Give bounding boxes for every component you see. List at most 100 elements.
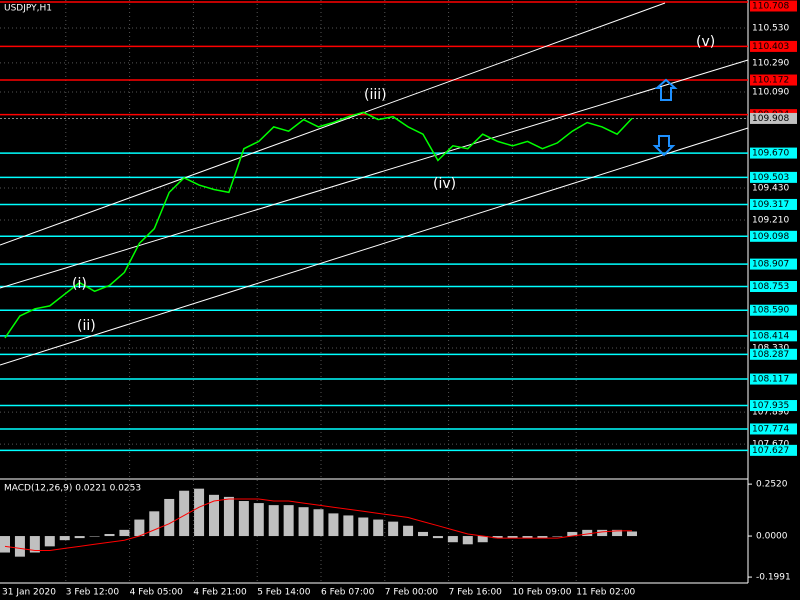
macd-bar: [14, 536, 25, 557]
level-label-box: [750, 348, 797, 360]
macd-bar: [134, 519, 145, 537]
price-line: [4, 111, 633, 339]
macd-bar: [119, 529, 130, 537]
level-label-box: [750, 400, 797, 412]
y-tick-label: 107.670: [752, 440, 789, 450]
x-tick-label: 3 Feb 12:00: [66, 588, 120, 598]
x-tick-label: 4 Feb 21:00: [193, 588, 247, 598]
level-label: 109.098: [752, 232, 789, 242]
level-label-box: [750, 281, 797, 293]
level-label-box: [750, 330, 797, 342]
macd-bar: [627, 531, 637, 537]
macd-bar: [388, 521, 399, 537]
macd-bar: [597, 529, 608, 537]
y-tick-label: 108.330: [752, 344, 789, 354]
levels: [0, 1, 748, 452]
macd-bar: [582, 529, 593, 537]
level-label: 110.172: [752, 76, 789, 86]
x-tick-label: 10 Feb 09:00: [512, 588, 571, 598]
macd-bar: [537, 536, 548, 539]
macd-bar: [343, 515, 354, 537]
wave-label: (iii): [364, 87, 387, 103]
macd-bar: [492, 536, 503, 539]
level-label: 110.708: [752, 2, 789, 12]
macd-bar: [462, 536, 473, 545]
level-label-box: [750, 147, 797, 159]
signal-line: [4, 498, 633, 551]
macd-bar: [253, 503, 264, 537]
level-label-box: [750, 230, 797, 242]
macd-bar: [432, 536, 443, 539]
macd-title: MACD(12,26,9) 0.0221 0.0253: [4, 484, 141, 494]
grid: [0, 0, 752, 583]
macd-bar: [74, 536, 85, 539]
macd-bar: [29, 536, 40, 553]
macd-bar: [507, 536, 518, 539]
level-label-box: [750, 198, 797, 210]
macd-bar: [223, 496, 234, 537]
level-label: 109.670: [752, 149, 789, 159]
level-label-box: [750, 74, 797, 86]
y-tick-label: 110.290: [752, 58, 789, 68]
macd-bar: [44, 536, 55, 547]
macd-bar: [403, 525, 414, 537]
macd-bar: [612, 529, 623, 537]
macd-bar: [313, 509, 324, 537]
x-tick-label: 31 Jan 2020: [2, 588, 56, 598]
macd-bar: [283, 505, 294, 537]
wave-label: (iv): [433, 176, 456, 192]
y-tick-label: 109.430: [752, 183, 789, 193]
y-tick-label: -0.1991: [756, 573, 791, 583]
marks: [0, 111, 637, 557]
macd-bar: [298, 507, 309, 537]
x-tick-label: 5 Feb 14:00: [257, 588, 311, 598]
level-label-box: [750, 373, 797, 385]
level-label: 108.414: [752, 331, 789, 341]
level-label: 107.774: [752, 424, 789, 434]
channel-line: [0, 2, 666, 246]
arrow-down: [652, 135, 676, 157]
y-tick-label: 0.0000: [756, 532, 788, 542]
channel-line: [0, 59, 749, 289]
arrow-up: [654, 78, 678, 101]
macd-bar: [447, 536, 458, 543]
macd-bar: [194, 488, 205, 537]
macd-bar: [164, 498, 175, 537]
macd-bar: [209, 494, 219, 537]
level-label: 108.907: [752, 260, 789, 270]
macd-bar: [552, 536, 563, 537]
y-tick-label: 107.890: [752, 408, 789, 418]
level-label-box: [750, 444, 797, 456]
macd-bar: [89, 536, 100, 537]
last-price-box: [750, 112, 797, 124]
level-label-box: [750, 0, 797, 12]
last-price-label: 109.908: [752, 114, 789, 124]
level-label-box: [750, 304, 797, 316]
macd-bar: [104, 533, 115, 537]
macd-bar: [373, 519, 384, 537]
macd-bar: [567, 531, 578, 537]
level-label-box: [750, 171, 797, 183]
level-label: 108.117: [752, 375, 789, 385]
y-tick-label: 109.210: [752, 216, 789, 226]
x-tick-label: 7 Feb 00:00: [385, 588, 439, 598]
macd-bar: [358, 517, 369, 537]
level-label: 110.403: [752, 42, 789, 52]
level-label: 108.287: [752, 350, 789, 360]
macd-bar: [0, 536, 10, 553]
macd-bar: [149, 511, 160, 537]
macd-bar: [238, 501, 249, 537]
macd-bar: [477, 536, 488, 543]
level-label-box: [750, 423, 797, 435]
macd-bar: [59, 536, 70, 541]
level-label-box: [750, 40, 797, 52]
y-tick-label: 110.090: [752, 87, 789, 97]
level-label: 109.317: [752, 200, 789, 210]
macd-bar: [522, 536, 533, 539]
x-tick-label: 11 Feb 02:00: [576, 588, 635, 598]
macd-bar: [418, 531, 428, 537]
chart-title: USDJPY,H1: [4, 4, 52, 14]
